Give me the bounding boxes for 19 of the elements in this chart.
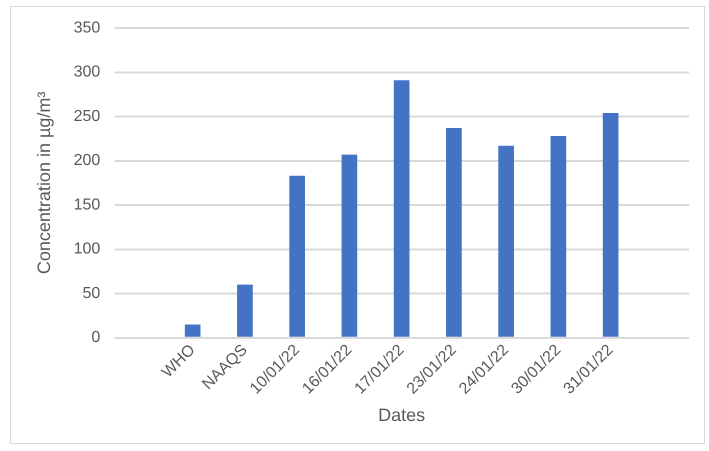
bar [602,112,618,337]
y-tick-label: 300 [74,64,100,81]
y-tick-label: 250 [74,108,100,125]
y-tick-label: 100 [74,240,100,258]
bar [446,128,462,337]
bar [498,146,514,337]
bar [550,136,566,337]
bar [342,154,358,337]
x-axis-title: Dates [378,405,426,426]
y-tick-label: 0 [91,329,100,346]
y-tick-label: 200 [74,152,100,170]
bar [184,324,200,337]
y-tick-label: 150 [74,196,100,214]
bar [237,284,253,337]
y-tick-label: 50 [82,284,100,302]
bar [394,80,410,337]
bar [289,176,305,337]
y-tick-label: 350 [74,19,100,36]
y-axis-title: Concentration in µg/m³ [34,92,54,274]
